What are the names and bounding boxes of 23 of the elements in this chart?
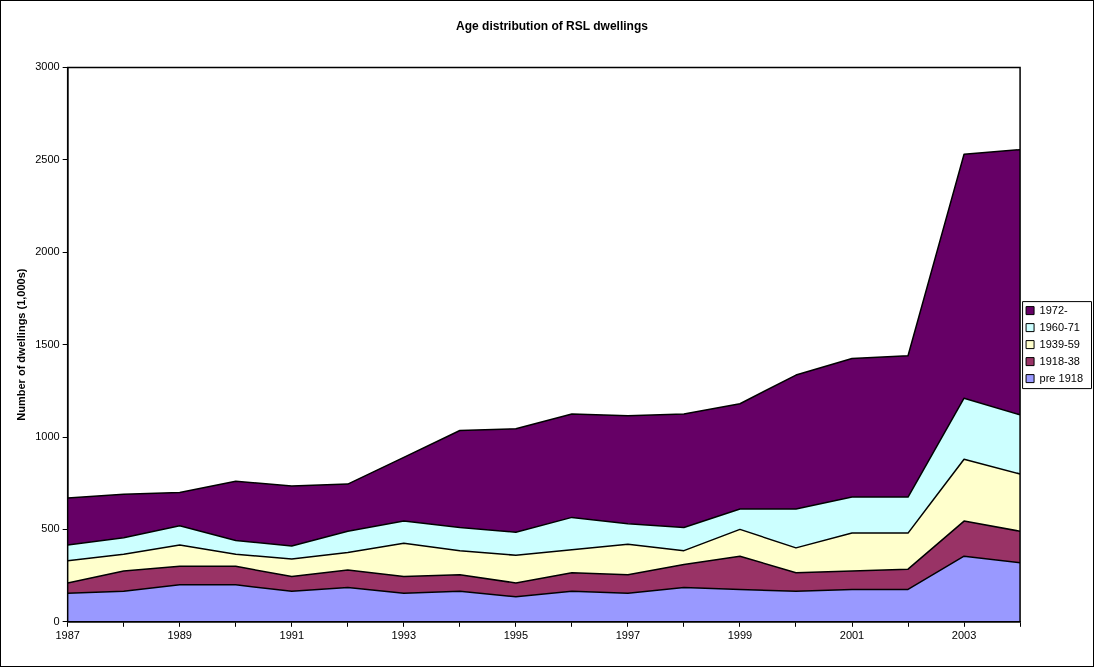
legend-label: pre 1918 [1039, 371, 1084, 384]
x-tick-label: 1997 [615, 629, 641, 642]
y-tick-label: 0 [53, 614, 60, 627]
x-tick-label: 2001 [839, 629, 865, 642]
y-tick-label: 2500 [35, 152, 60, 165]
x-tick-label: 2003 [951, 629, 977, 642]
legend-label: 1918-38 [1039, 354, 1080, 367]
y-tick-label: 2000 [35, 245, 60, 258]
x-tick-label: 1995 [503, 629, 529, 642]
legend-label: 1960-71 [1039, 320, 1080, 333]
y-tick-label: 500 [41, 522, 60, 535]
x-tick-label: 1991 [279, 629, 305, 642]
legend-label: 1939-59 [1039, 337, 1080, 350]
y-axis-title: Number of dwellings (1,000s) [14, 268, 27, 421]
x-tick-label: 1989 [167, 629, 192, 642]
chart-title: Age distribution of RSL dwellings [456, 18, 649, 33]
x-tick-label: 1987 [55, 629, 80, 642]
x-tick-label: 1999 [727, 629, 753, 642]
y-tick-label: 3000 [35, 60, 60, 73]
y-tick-label: 1000 [35, 430, 60, 443]
legend-label: 1972- [1039, 303, 1069, 316]
x-tick-label: 1993 [391, 629, 417, 642]
y-tick-label: 1500 [35, 337, 60, 350]
